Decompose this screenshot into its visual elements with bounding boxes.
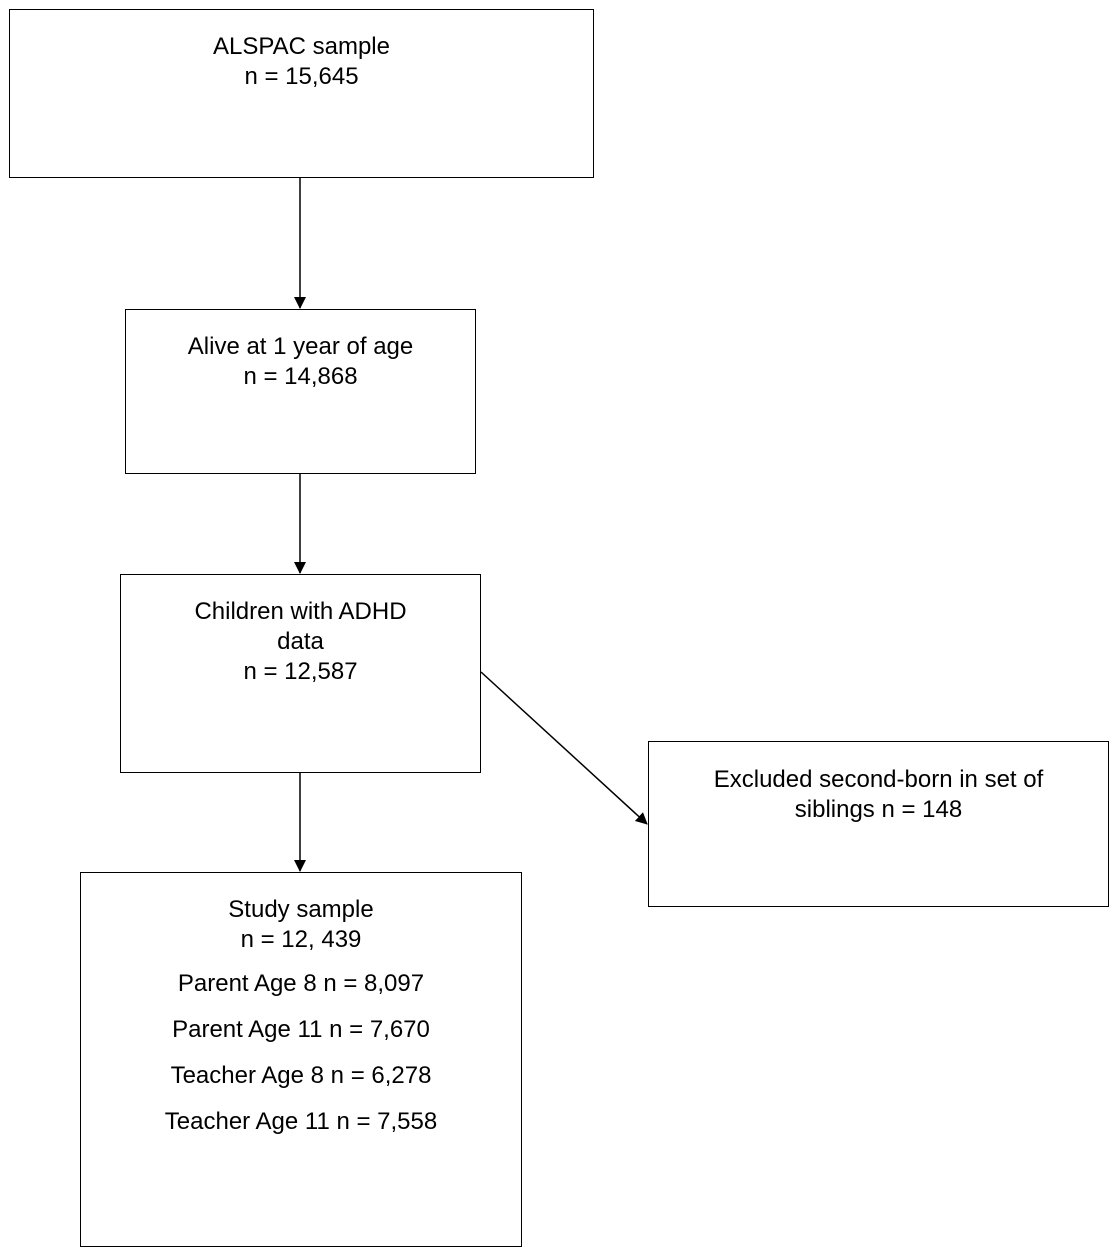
children-with-adhd-data-box: Children with ADHD data n = 12,587 xyxy=(120,574,481,773)
study-title: Study sample xyxy=(228,896,374,923)
alive-title: Alive at 1 year of age xyxy=(187,333,414,360)
alspac-title: ALSPAC sample xyxy=(213,33,390,60)
adhd-title-line1: Children with ADHD xyxy=(194,598,407,625)
alive-count: n = 14,868 xyxy=(243,363,358,390)
study-count: n = 12, 439 xyxy=(240,926,362,953)
study-breakdown-parent-age-8: Parent Age 8 n = 8,097 xyxy=(177,970,425,997)
study-breakdown-teacher-age-11: Teacher Age 11 n = 7,558 xyxy=(164,1108,438,1135)
study-breakdown-teacher-age-8: Teacher Age 8 n = 6,278 xyxy=(170,1062,432,1089)
adhd-count: n = 12,587 xyxy=(243,658,358,685)
alspac-sample-box: ALSPAC sample n = 15,645 xyxy=(9,9,594,178)
alive-at-1-year-box: Alive at 1 year of age n = 14,868 xyxy=(125,309,476,474)
study-breakdown-parent-age-11: Parent Age 11 n = 7,670 xyxy=(172,1016,430,1043)
arrow-adhd-to-excluded xyxy=(480,671,648,825)
excluded-line2: siblings n = 148 xyxy=(794,796,963,823)
excluded-siblings-box: Excluded second-born in set of siblings … xyxy=(648,741,1109,907)
alspac-count: n = 15,645 xyxy=(244,63,359,90)
excluded-line1: Excluded second-born in set of xyxy=(713,766,1044,793)
study-sample-box: Study sample n = 12, 439 Parent Age 8 n … xyxy=(80,872,522,1247)
adhd-title-line2: data xyxy=(277,628,324,655)
